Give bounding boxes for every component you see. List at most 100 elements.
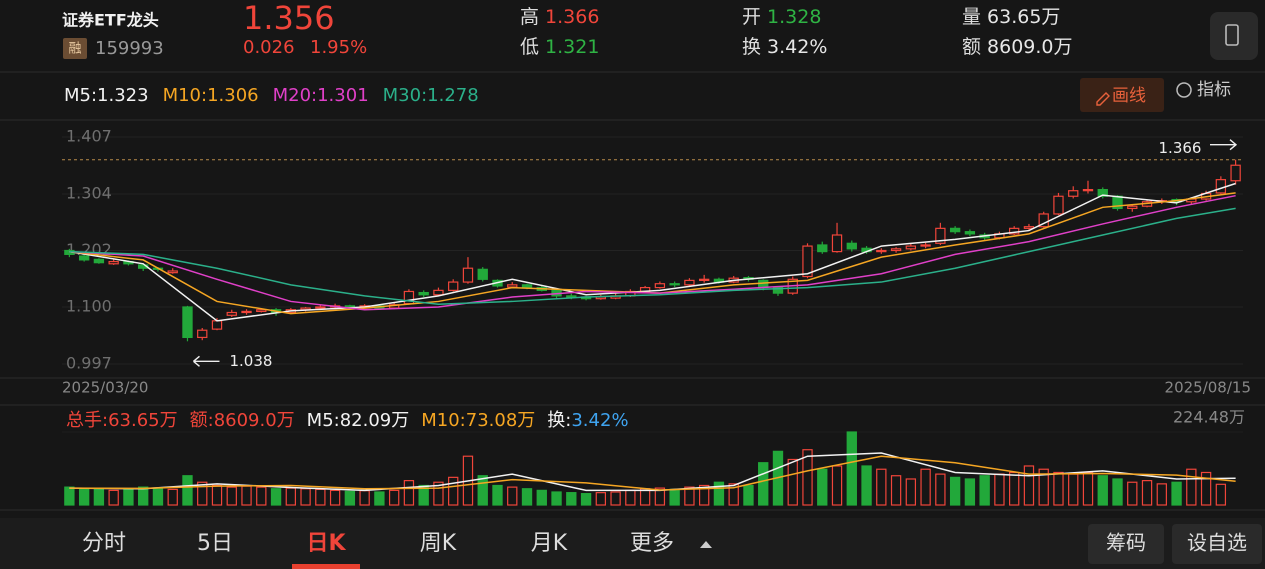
candle-body xyxy=(654,283,666,289)
stat-value: 1.321 xyxy=(545,36,599,58)
x-tick-label: 2025/08/15 xyxy=(1165,379,1251,397)
volume-bar xyxy=(831,465,843,506)
legend-value: 8609.0万 xyxy=(214,410,295,431)
button[interactable]: 设自选 xyxy=(1187,531,1247,555)
tab-bar xyxy=(0,518,1265,569)
legend-value: 1.306 xyxy=(207,85,259,106)
button[interactable]: 筹码 xyxy=(1106,531,1146,555)
volume-bar xyxy=(64,486,75,506)
volume-bar xyxy=(979,475,990,506)
volume-bar xyxy=(138,486,149,506)
stock-code: 159993 xyxy=(95,38,164,59)
gauge-icon xyxy=(1176,82,1192,98)
volume-bar xyxy=(256,486,267,506)
tab[interactable]: 分时 xyxy=(82,531,126,556)
stat-label: 额 xyxy=(962,36,981,58)
volume-bar xyxy=(388,489,400,506)
volume-bar xyxy=(521,488,533,506)
volume-bar xyxy=(846,431,857,506)
candle-body xyxy=(935,227,946,244)
candle-body xyxy=(1023,226,1035,229)
y-tick-label: 1.100 xyxy=(66,296,112,315)
volume-bar xyxy=(1127,481,1138,506)
volume-bar xyxy=(226,486,237,506)
volume-bar xyxy=(994,473,1005,506)
volume-bar xyxy=(300,488,311,506)
tab[interactable]: 日K xyxy=(306,531,346,556)
candle-body xyxy=(1038,213,1049,228)
candle-body xyxy=(1082,188,1094,192)
stat-label: 高 xyxy=(520,6,539,28)
stat-value: 8609.0万 xyxy=(987,36,1072,58)
candle-body xyxy=(1068,190,1079,197)
stock-name: 证券ETF龙头 xyxy=(62,11,159,30)
x-tick-label: 2025/03/20 xyxy=(62,379,148,397)
volume-bar xyxy=(935,473,946,506)
candle-body xyxy=(920,244,931,247)
volume-bar xyxy=(1141,480,1153,506)
volume-bar xyxy=(108,489,119,506)
tab[interactable]: 5日 xyxy=(197,531,233,556)
candle-body xyxy=(684,279,695,286)
change-pct: 1.95% xyxy=(310,37,367,58)
candle-body xyxy=(831,234,843,253)
y-tick-label: 1.202 xyxy=(66,240,112,259)
volume-bar xyxy=(1156,483,1167,506)
volume-bar xyxy=(315,488,326,506)
volume-bar xyxy=(1215,483,1227,506)
ma-line xyxy=(69,194,1236,311)
stat: 量 63.65万 xyxy=(962,6,1060,28)
more-arrow[interactable] xyxy=(700,541,712,548)
button-bg[interactable] xyxy=(1172,524,1262,564)
volume-bar xyxy=(359,490,370,506)
candle-body xyxy=(698,278,710,281)
y-tick-label: 0.997 xyxy=(66,354,112,373)
tab-underline xyxy=(292,564,360,569)
volume-bar xyxy=(905,478,917,506)
volume-bar xyxy=(1053,471,1064,506)
candle-body xyxy=(418,291,429,296)
volume-bar xyxy=(1082,471,1094,506)
candle-body xyxy=(964,231,976,235)
volume-bar xyxy=(890,475,902,506)
stat: 低 1.321 xyxy=(520,36,599,58)
volume-bar xyxy=(595,492,607,506)
candle-body xyxy=(167,270,178,274)
button-bg[interactable] xyxy=(1088,524,1164,564)
legend-name: M30: xyxy=(383,85,428,106)
tab[interactable]: 周K xyxy=(420,531,457,556)
indicator-label[interactable]: 指标 xyxy=(1197,80,1231,100)
volume-bar xyxy=(241,485,252,506)
candle-body xyxy=(93,258,105,264)
volume-bar xyxy=(536,489,547,506)
volume-bar xyxy=(920,468,931,506)
stat: 开 1.328 xyxy=(742,6,821,28)
stat-value: 1.366 xyxy=(545,6,599,28)
device-button[interactable] xyxy=(1210,12,1258,60)
candle-body xyxy=(846,242,857,250)
candle-body xyxy=(876,249,887,253)
legend-value: 1.323 xyxy=(97,85,149,106)
tab[interactable]: 更多 xyxy=(630,531,674,556)
device-icon xyxy=(1225,24,1239,46)
candle-body xyxy=(507,284,518,288)
candle-body xyxy=(1230,164,1241,182)
pencil-icon xyxy=(1096,92,1110,106)
volume-bar xyxy=(477,475,488,506)
legend-label: 额: xyxy=(190,410,214,431)
volume-bar xyxy=(861,465,872,506)
volume-bar xyxy=(964,478,976,506)
stat-value: 1.328 xyxy=(767,6,821,28)
volume-bar xyxy=(93,488,105,506)
candle-body xyxy=(433,289,444,296)
volume-bar xyxy=(580,493,592,506)
tab[interactable]: 月K xyxy=(531,531,568,556)
legend-name: M10: xyxy=(163,85,208,106)
volume-bar xyxy=(639,488,651,506)
candle-body xyxy=(477,268,488,280)
draw-label[interactable]: 画线 xyxy=(1112,86,1146,106)
volume-bar xyxy=(654,487,666,506)
candle-body xyxy=(949,227,961,233)
volume-bar xyxy=(374,491,385,506)
